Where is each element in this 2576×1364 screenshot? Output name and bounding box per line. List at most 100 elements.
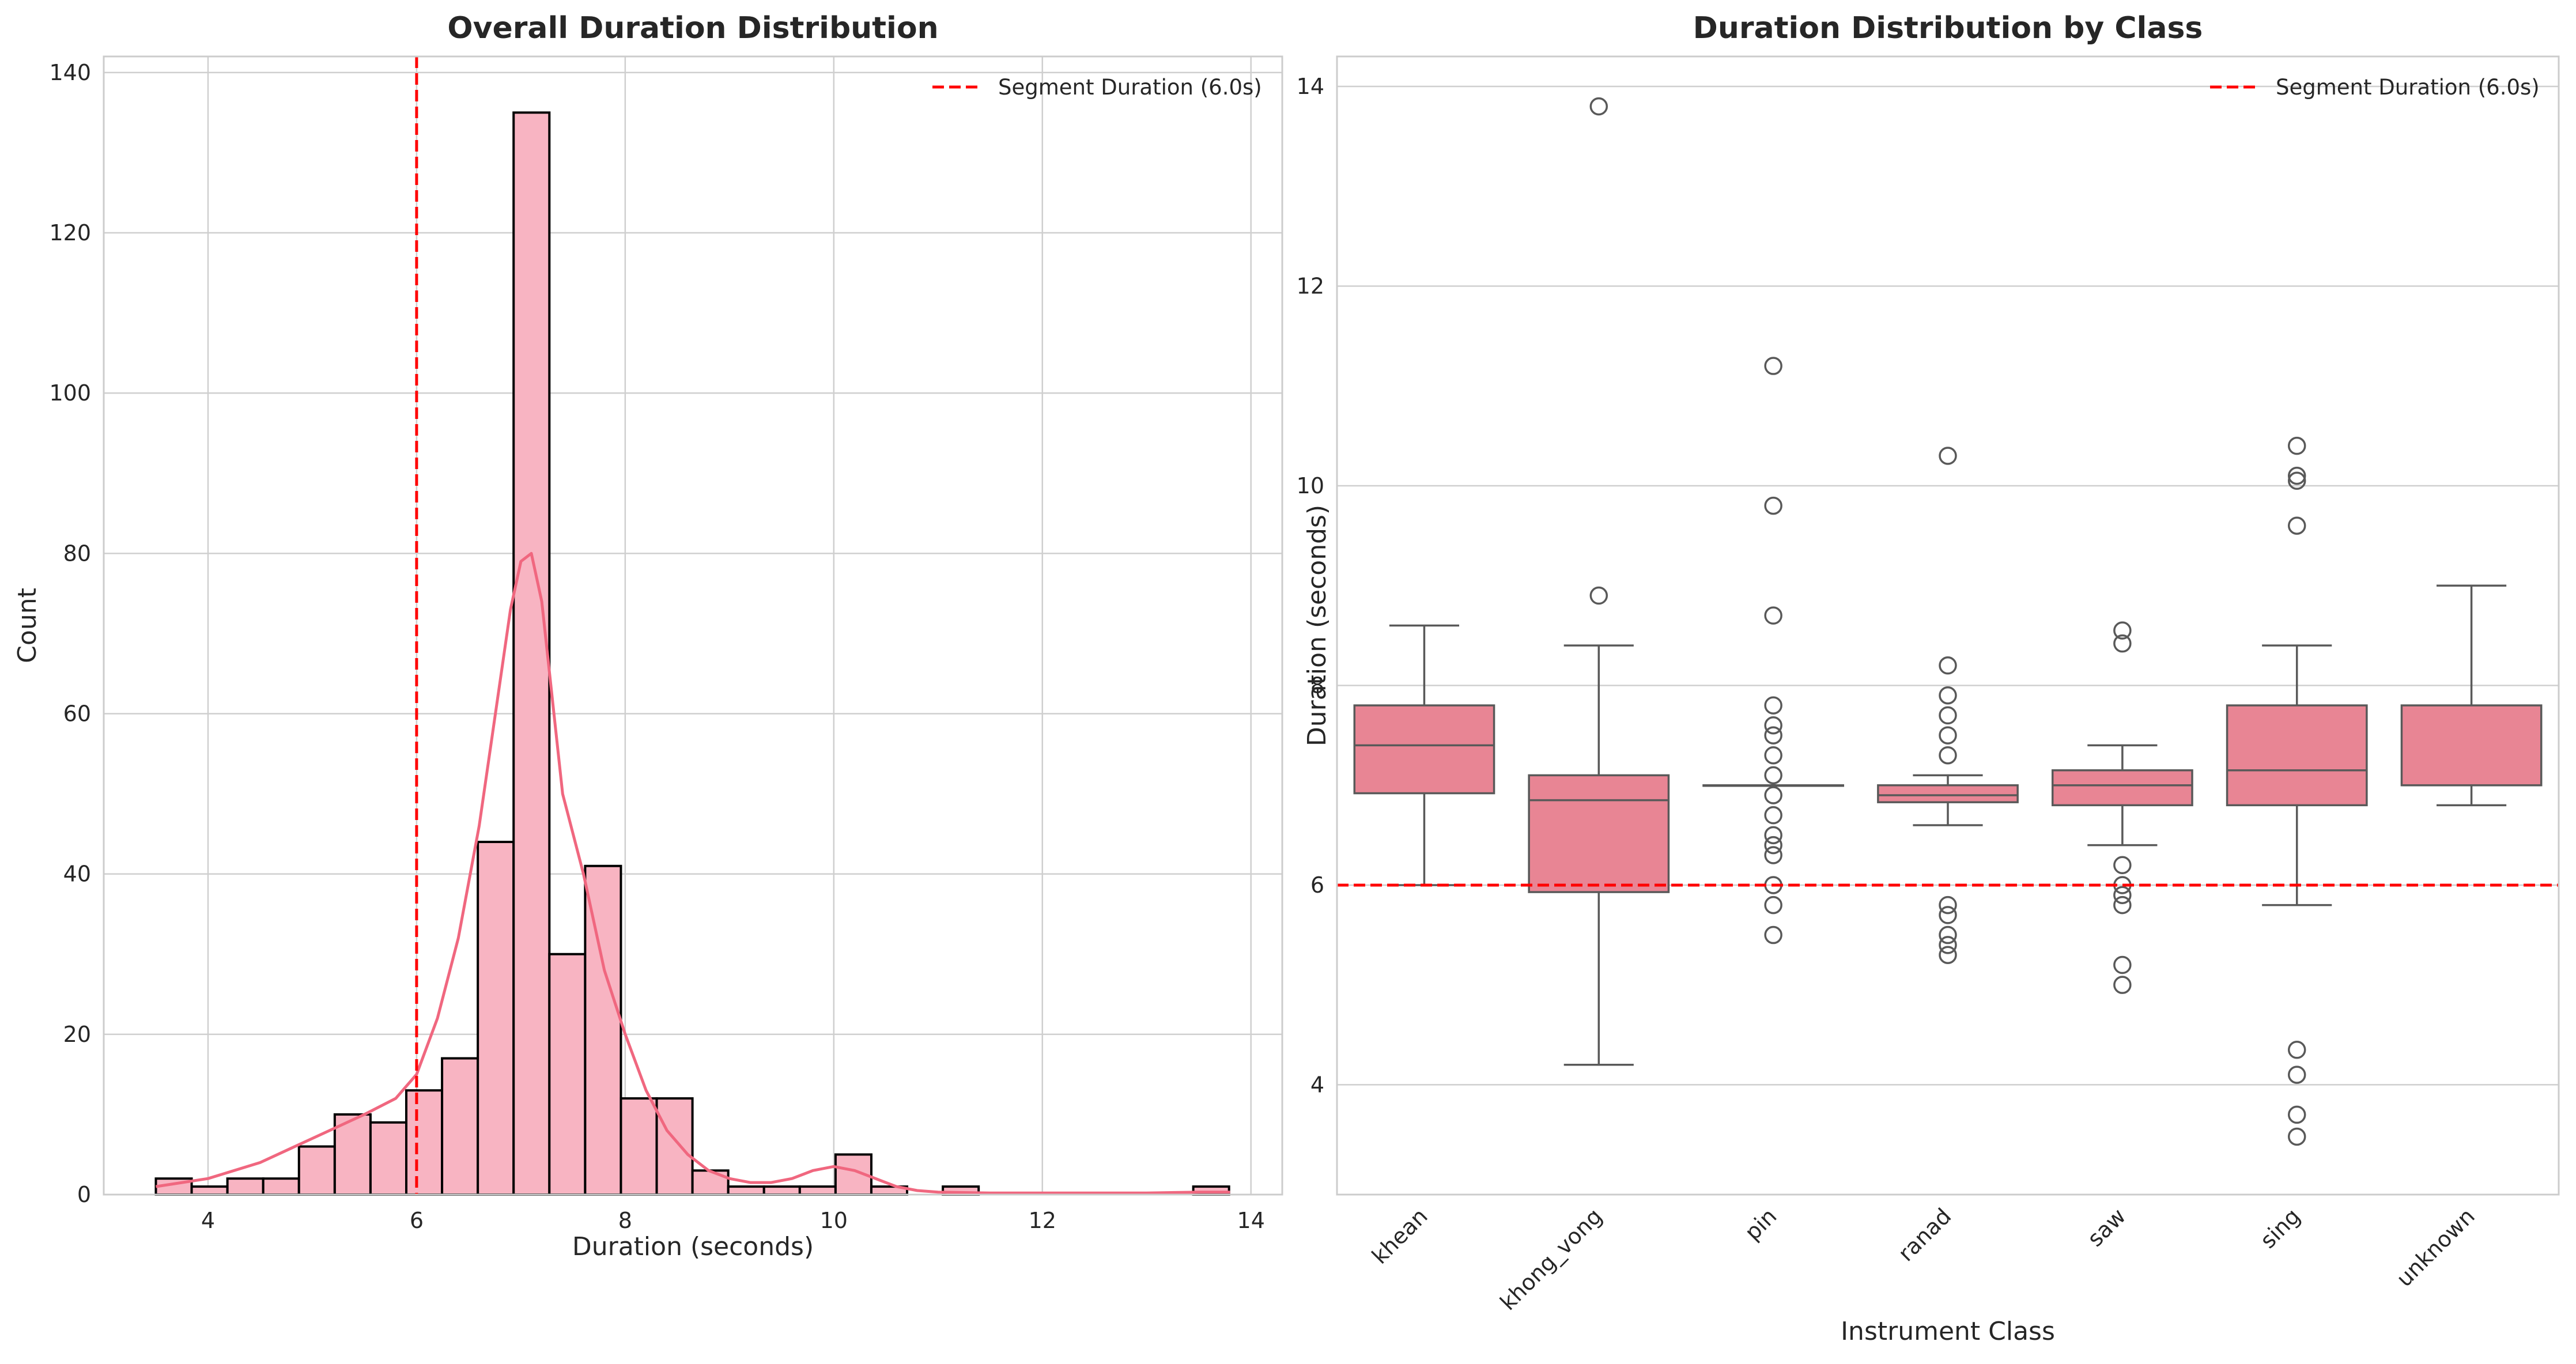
outlier-point (1764, 726, 1782, 745)
histogram-bar (727, 1185, 765, 1196)
x-tick-label: unknown (2392, 1203, 2480, 1291)
outlier-point (1764, 746, 1782, 765)
outlier-point (1764, 806, 1782, 825)
outlier-point (1939, 706, 1957, 725)
outlier-point (1764, 766, 1782, 785)
x-tick-label: 12 (1029, 1208, 1056, 1233)
outlier-point (1764, 496, 1782, 515)
outlier-point (1764, 357, 1782, 375)
outlier-point (2113, 955, 2132, 974)
histogram-panel: 0 20 40 60 80 100 120 140 4 6 8 10 12 14 Overall Durat… (13, 11, 1283, 1261)
y-axis-label: Count (13, 588, 42, 663)
histogram-bar (262, 1177, 300, 1196)
chart-title: Duration Distribution by Class (1693, 11, 2203, 46)
histogram-bar (405, 1089, 444, 1196)
y-tick-label: 10 (1297, 473, 1324, 498)
outlier-point (1939, 946, 1957, 964)
outlier-point (1589, 586, 1608, 605)
outlier-point (2287, 1105, 2306, 1124)
y-tick-label: 20 (63, 1022, 91, 1047)
plot-frame (103, 55, 1283, 1196)
box-body (1528, 774, 1670, 893)
outlier-point (2287, 1127, 2306, 1146)
histogram-bar (655, 1097, 694, 1196)
histogram-bar (691, 1169, 730, 1196)
histogram-bar (512, 111, 551, 1196)
x-tick-label: pin (1740, 1203, 1782, 1245)
y-tick-label: 120 (49, 220, 91, 245)
outlier-point (2287, 466, 2306, 485)
histogram-bar (584, 864, 622, 1196)
histogram-bar (762, 1185, 801, 1196)
histogram-bar (620, 1097, 658, 1196)
outlier-point (1589, 97, 1608, 116)
outlier-point (2287, 471, 2306, 490)
x-tick-label: khean (1367, 1203, 1433, 1269)
x-tick-label: khong_vong (1495, 1203, 1607, 1315)
outlier-point (1764, 786, 1782, 804)
outlier-point (2113, 896, 2132, 915)
box-khong_vong (1528, 97, 1670, 1066)
outlier-point (1939, 936, 1957, 954)
box-unknown (2400, 584, 2543, 807)
outlier-point (2287, 516, 2306, 535)
box-body (2400, 704, 2543, 787)
y-tick-label: 40 (63, 862, 91, 887)
kde-curve (156, 551, 1230, 1195)
box-sing (2226, 436, 2368, 1146)
y-tick-label: 6 (1310, 872, 1324, 898)
histogram-bar (369, 1121, 408, 1196)
box-saw (2051, 621, 2193, 994)
y-tick-label: 100 (49, 380, 91, 406)
x-tick-label: saw (2083, 1203, 2131, 1252)
outlier-point (1764, 896, 1782, 915)
outlier-point (2287, 1065, 2306, 1084)
outlier-point (1764, 925, 1782, 944)
y-tick-label: 8 (1310, 672, 1324, 698)
outlier-point (2113, 634, 2132, 653)
outlier-point (2113, 886, 2132, 905)
outlier-point (1764, 826, 1782, 845)
box-body (1353, 704, 1495, 795)
x-tick-label: 14 (1237, 1208, 1265, 1233)
box-body (1877, 784, 2019, 803)
histogram-bar (226, 1177, 265, 1196)
outlier-point (1939, 925, 1957, 944)
histogram-bar (548, 953, 587, 1196)
boxplot-panel: 4 6 8 10 12 14 khean khong_vong pin ranad saw sing u… (1297, 11, 2560, 1346)
outlier-point (2113, 976, 2132, 994)
outlier-point (1764, 836, 1782, 855)
y-tick-label: 14 (1297, 74, 1324, 99)
y-tick-label: 0 (77, 1182, 91, 1207)
legend-label: Segment Duration (6.0s) (998, 75, 1262, 100)
x-tick-label: 4 (201, 1208, 215, 1233)
outlier-point (1764, 846, 1782, 864)
outlier-point (2113, 856, 2132, 875)
outlier-point (2287, 436, 2306, 455)
legend: Segment Duration (6.0s) (932, 75, 1262, 100)
outlier-point (1939, 686, 1957, 705)
y-tick-label: 4 (1310, 1072, 1324, 1097)
outlier-point (2287, 1041, 2306, 1059)
outlier-point (1939, 447, 1957, 465)
outlier-point (2113, 621, 2132, 640)
chart-title: Overall Duration Distribution (447, 11, 938, 46)
histogram-bar (441, 1057, 479, 1196)
histogram-bar (297, 1145, 336, 1196)
x-tick-label: sing (2255, 1203, 2305, 1253)
y-tick-label: 140 (49, 60, 91, 85)
outlier-point (1939, 896, 1957, 915)
y-tick-label: 12 (1297, 273, 1324, 299)
box-body (2051, 769, 2193, 807)
box-pin (1702, 357, 1845, 944)
x-tick-label: 6 (410, 1208, 424, 1233)
y-tick-label: 80 (63, 541, 91, 566)
outlier-point (1764, 696, 1782, 715)
plot-frame (1336, 55, 2560, 1196)
x-axis-label: Instrument Class (1841, 1317, 2055, 1346)
histogram-bar (798, 1185, 837, 1196)
legend: Segment Duration (6.0s) (2210, 75, 2540, 100)
histogram-bar (477, 841, 515, 1196)
outlier-point (1764, 606, 1782, 625)
